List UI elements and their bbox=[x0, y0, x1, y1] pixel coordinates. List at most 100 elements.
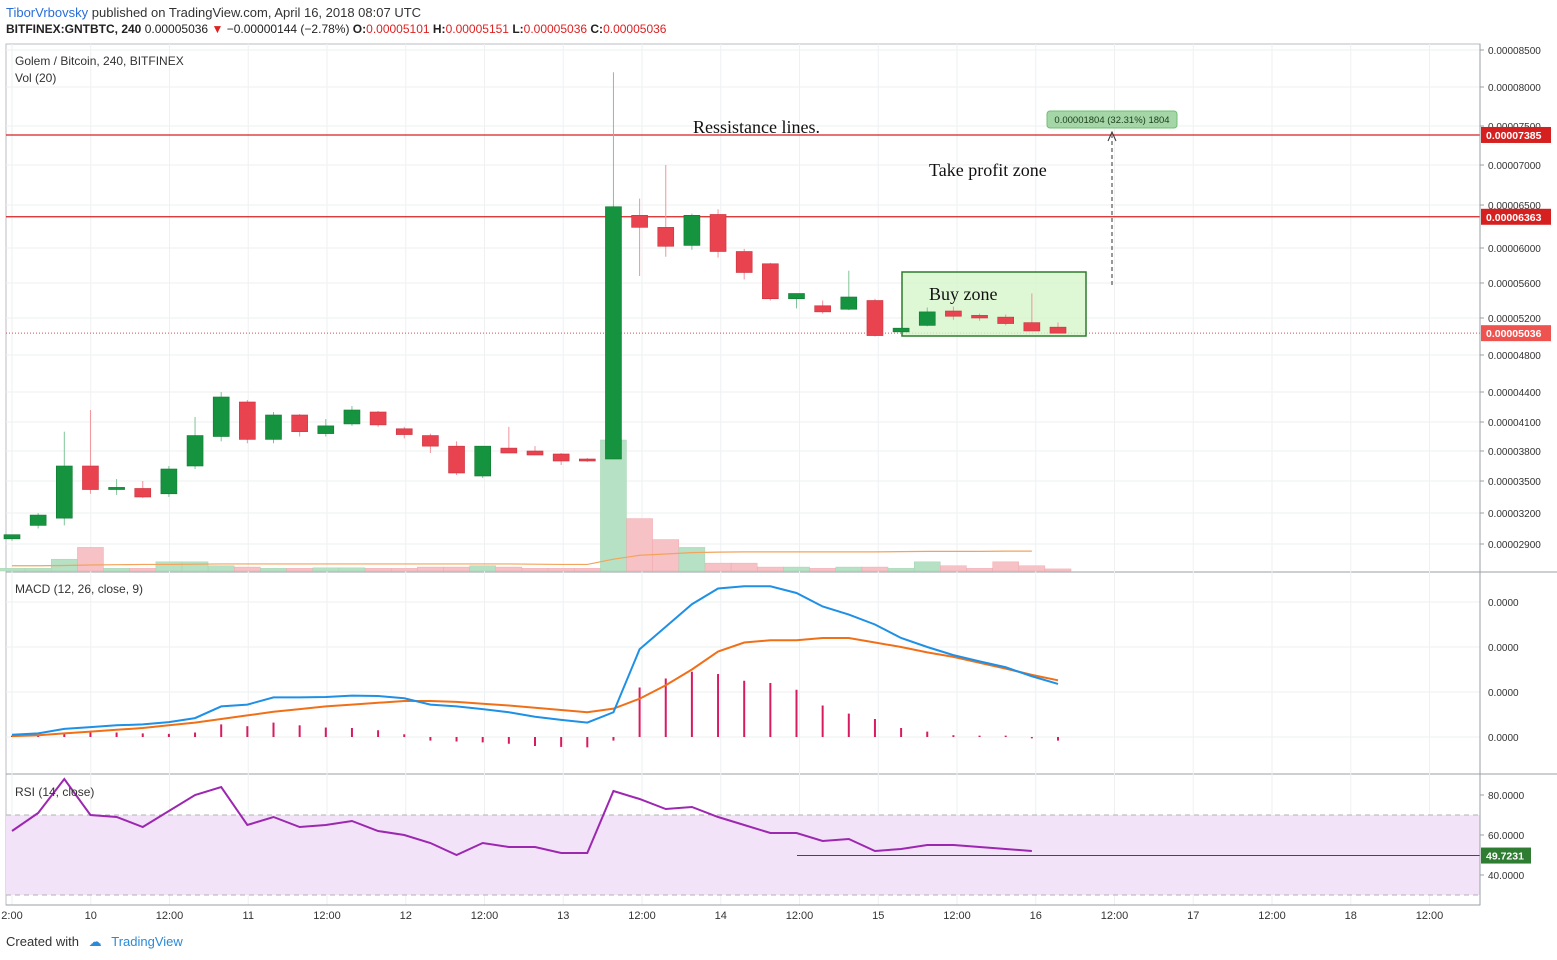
y-tick-label: 0.00003200 bbox=[1488, 509, 1541, 520]
buy-zone-annotation: Buy zone bbox=[929, 284, 997, 304]
candle-body bbox=[683, 215, 701, 246]
candles bbox=[3, 72, 1067, 541]
y-tick-label: 0.00004400 bbox=[1488, 388, 1541, 399]
price-tag bbox=[1481, 126, 1551, 143]
macd-tick-label: 0.0000 bbox=[1488, 733, 1519, 744]
volume-bar bbox=[757, 566, 784, 572]
volume-bar bbox=[600, 439, 627, 572]
volume-bar bbox=[417, 566, 444, 572]
volume-bar bbox=[1044, 568, 1072, 572]
candle-body bbox=[552, 453, 570, 462]
candle-body bbox=[448, 445, 465, 474]
y-tick-label: 0.00006500 bbox=[1488, 201, 1541, 212]
rsi-value-label: 49.7231 bbox=[1486, 851, 1524, 863]
volume-bar bbox=[730, 562, 758, 572]
y-tick-label: 0.00005200 bbox=[1488, 314, 1541, 325]
candle-body bbox=[971, 315, 988, 319]
volume-bar bbox=[338, 567, 366, 572]
x-tick-label: 12:00 bbox=[943, 910, 971, 922]
last-price: 0.00005036 bbox=[144, 22, 209, 36]
price-tag-label: 0.00007385 bbox=[1486, 130, 1542, 142]
price-tag bbox=[1481, 208, 1551, 225]
close-value: 0.00005036 bbox=[603, 22, 667, 36]
x-tick-label: 12:00 bbox=[786, 910, 814, 922]
high-value: 0.00005151 bbox=[445, 22, 509, 36]
macd-tick-label: 0.0000 bbox=[1488, 688, 1519, 699]
candle-body bbox=[29, 514, 47, 526]
last-price-label: 0.00005036 bbox=[1486, 328, 1542, 340]
candle-body bbox=[945, 310, 962, 317]
y-tick-label: 0.00008000 bbox=[1488, 83, 1541, 94]
candle-body bbox=[55, 465, 73, 519]
candle-body bbox=[82, 465, 99, 490]
candle-body bbox=[918, 311, 936, 326]
candle-body bbox=[395, 428, 413, 435]
volume-bar bbox=[103, 568, 130, 572]
resistance-annotation: Ressistance lines. bbox=[693, 117, 820, 137]
measure-arrow-icon bbox=[1107, 130, 1117, 142]
candle-body bbox=[343, 409, 361, 425]
macd-pane: 0.0000 0.0000 0.0000 0.0000 MACD (12, 26, cl… bbox=[6, 582, 1519, 748]
x-tick-label: 12 bbox=[400, 910, 412, 922]
tradingview-brand-link[interactable]: TradingView bbox=[111, 934, 183, 949]
volume-bar bbox=[181, 561, 209, 572]
candle-body bbox=[369, 411, 387, 426]
candle-body bbox=[526, 450, 544, 456]
volume-bar bbox=[77, 547, 104, 572]
candle-body bbox=[134, 488, 152, 498]
candle-body bbox=[840, 296, 858, 310]
volume-bar bbox=[547, 568, 575, 572]
x-tick-label: 12:00 bbox=[471, 910, 499, 922]
price-axis: 0.000085000.000080000.000075000.00007000… bbox=[6, 46, 1541, 551]
rsi-line bbox=[11, 777, 1032, 857]
candle-body bbox=[657, 227, 675, 247]
candle-body bbox=[291, 414, 308, 432]
x-tick-label: 10 bbox=[85, 910, 97, 922]
rsi-tick-label: 40.0000 bbox=[1488, 871, 1525, 882]
x-tick-label: 12:00 bbox=[1416, 910, 1444, 922]
volume-bar bbox=[652, 539, 679, 572]
x-tick-label: 12:00 bbox=[628, 910, 656, 922]
x-tick-label: 14 bbox=[715, 910, 727, 922]
take-profit-annotation: Take profit zone bbox=[929, 160, 1047, 180]
measure-badge bbox=[1046, 110, 1178, 129]
published-text: published on TradingView.com, April 16, … bbox=[91, 5, 422, 20]
candle-body bbox=[762, 263, 779, 300]
candle-body bbox=[892, 327, 910, 333]
candle-body bbox=[814, 305, 831, 313]
volume-bar bbox=[704, 562, 732, 572]
volume-bar bbox=[966, 568, 993, 572]
volume-bar bbox=[783, 566, 810, 572]
x-tick-label: 11 bbox=[243, 910, 254, 922]
rsi-value-tag bbox=[1481, 847, 1531, 864]
candle-body bbox=[239, 401, 256, 440]
tradingview-logo-icon[interactable]: ☁ bbox=[88, 934, 102, 949]
x-tick-label: 12:00 bbox=[1258, 910, 1286, 922]
candle-body bbox=[997, 316, 1015, 324]
rsi-pane: 80.0000 60.0000 40.0000 49.7231 RSI (14, clo… bbox=[6, 777, 1531, 896]
volume-bar bbox=[574, 568, 601, 572]
candle-body bbox=[160, 468, 178, 495]
volume-bar bbox=[678, 547, 706, 572]
volume-bar bbox=[286, 568, 313, 572]
volume-bar bbox=[207, 565, 235, 572]
author-link[interactable]: TiborVrbovsky bbox=[6, 5, 89, 20]
candle-body bbox=[474, 445, 492, 477]
volume-bar bbox=[155, 561, 183, 572]
symbol-name: BITFINEX:GNTBTC, 240 bbox=[6, 22, 142, 36]
signal-line bbox=[11, 637, 1059, 738]
y-tick-label: 0.00006000 bbox=[1488, 244, 1541, 255]
rsi-tick-label: 80.0000 bbox=[1488, 791, 1525, 802]
candle-body bbox=[735, 251, 753, 273]
created-with-text: Created with bbox=[6, 934, 79, 949]
volume-bar bbox=[364, 568, 392, 572]
volume-bar bbox=[391, 568, 418, 572]
volume-bar bbox=[495, 566, 523, 572]
rsi-pane-title: RSI (14, close) bbox=[15, 785, 94, 799]
volume-bar bbox=[992, 561, 1019, 572]
price-change: −0.00000144 (−2.78%) bbox=[226, 22, 350, 36]
candle-body bbox=[265, 414, 282, 440]
x-tick-label: 17 bbox=[1187, 910, 1199, 922]
volume-bar bbox=[940, 565, 967, 572]
